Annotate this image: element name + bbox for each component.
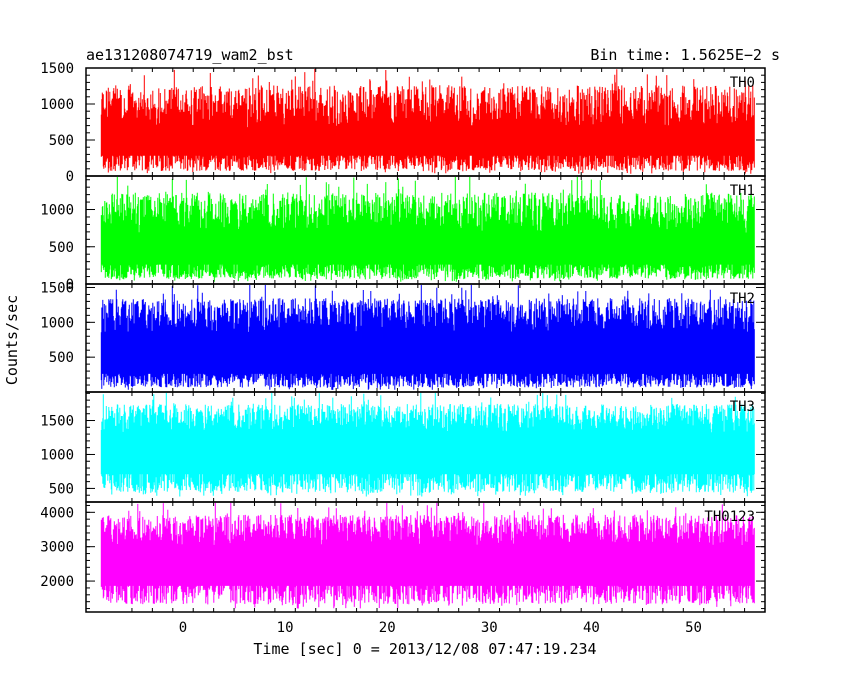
y-tick-label: 1000 xyxy=(40,315,74,331)
panel-frame xyxy=(85,501,766,613)
panel-name-label: TH2 xyxy=(730,291,755,307)
bin-time-label: Bin time: 1.5625E−2 s xyxy=(590,46,780,64)
panel-name-label: TH0 xyxy=(730,75,755,91)
x-tick-label: 10 xyxy=(277,620,294,636)
panel-th0: 0 500 1000 1500 TH0 xyxy=(40,61,766,185)
y-tick-label: 1000 xyxy=(40,447,74,463)
series-th0123 xyxy=(100,503,755,609)
panel-th3: 500 1000 1500 TH3 xyxy=(40,391,766,503)
panel-th0123: 2000 3000 4000 TH0123 xyxy=(40,501,766,613)
y-tick-label: 500 xyxy=(49,481,74,497)
y-tick-label: 500 xyxy=(49,350,74,366)
y-tick-label: 1000 xyxy=(40,203,74,219)
panel-th2: 500 1000 1500 TH2 xyxy=(40,280,766,393)
y-tick-label: 2000 xyxy=(40,574,74,590)
y-tick-label: 500 xyxy=(49,240,74,256)
x-tick-label: 40 xyxy=(583,620,600,636)
x-tick-label: 50 xyxy=(685,620,702,636)
y-tick-label: 1500 xyxy=(40,414,74,430)
panel-name-label: TH3 xyxy=(730,399,755,415)
y-tick-label: 4000 xyxy=(40,505,74,521)
panel-name-label: TH0123 xyxy=(704,509,755,525)
y-tick-label: 0 xyxy=(66,169,74,185)
series-th3 xyxy=(100,393,755,497)
panels-group: 050010001500TH005001000TH150010001500TH2… xyxy=(40,61,766,636)
x-tick-label: 0 xyxy=(179,620,187,636)
panel-name-label: TH1 xyxy=(730,183,755,199)
x-tick-label: 20 xyxy=(379,620,396,636)
y-tick-label: 0 xyxy=(66,277,74,293)
y-tick-label: 1500 xyxy=(40,280,74,296)
series-th1 xyxy=(100,177,755,282)
y-axis-label: Counts/sec xyxy=(3,295,21,385)
x-tick-label: 30 xyxy=(481,620,498,636)
panel-th1: 0 500 1000 TH1 xyxy=(40,175,766,293)
y-tick-label: 1000 xyxy=(40,97,74,113)
y-tick-label: 500 xyxy=(49,133,74,149)
chart-title: ae131208074719_wam2_bst xyxy=(86,46,294,64)
x-axis-label: Time [sec] 0 = 2013/12/08 07:47:19.234 xyxy=(253,640,596,658)
y-tick-label: 3000 xyxy=(40,540,74,556)
y-tick-label: 1500 xyxy=(40,61,74,77)
series-th0 xyxy=(100,69,755,174)
series-th2 xyxy=(100,285,755,390)
